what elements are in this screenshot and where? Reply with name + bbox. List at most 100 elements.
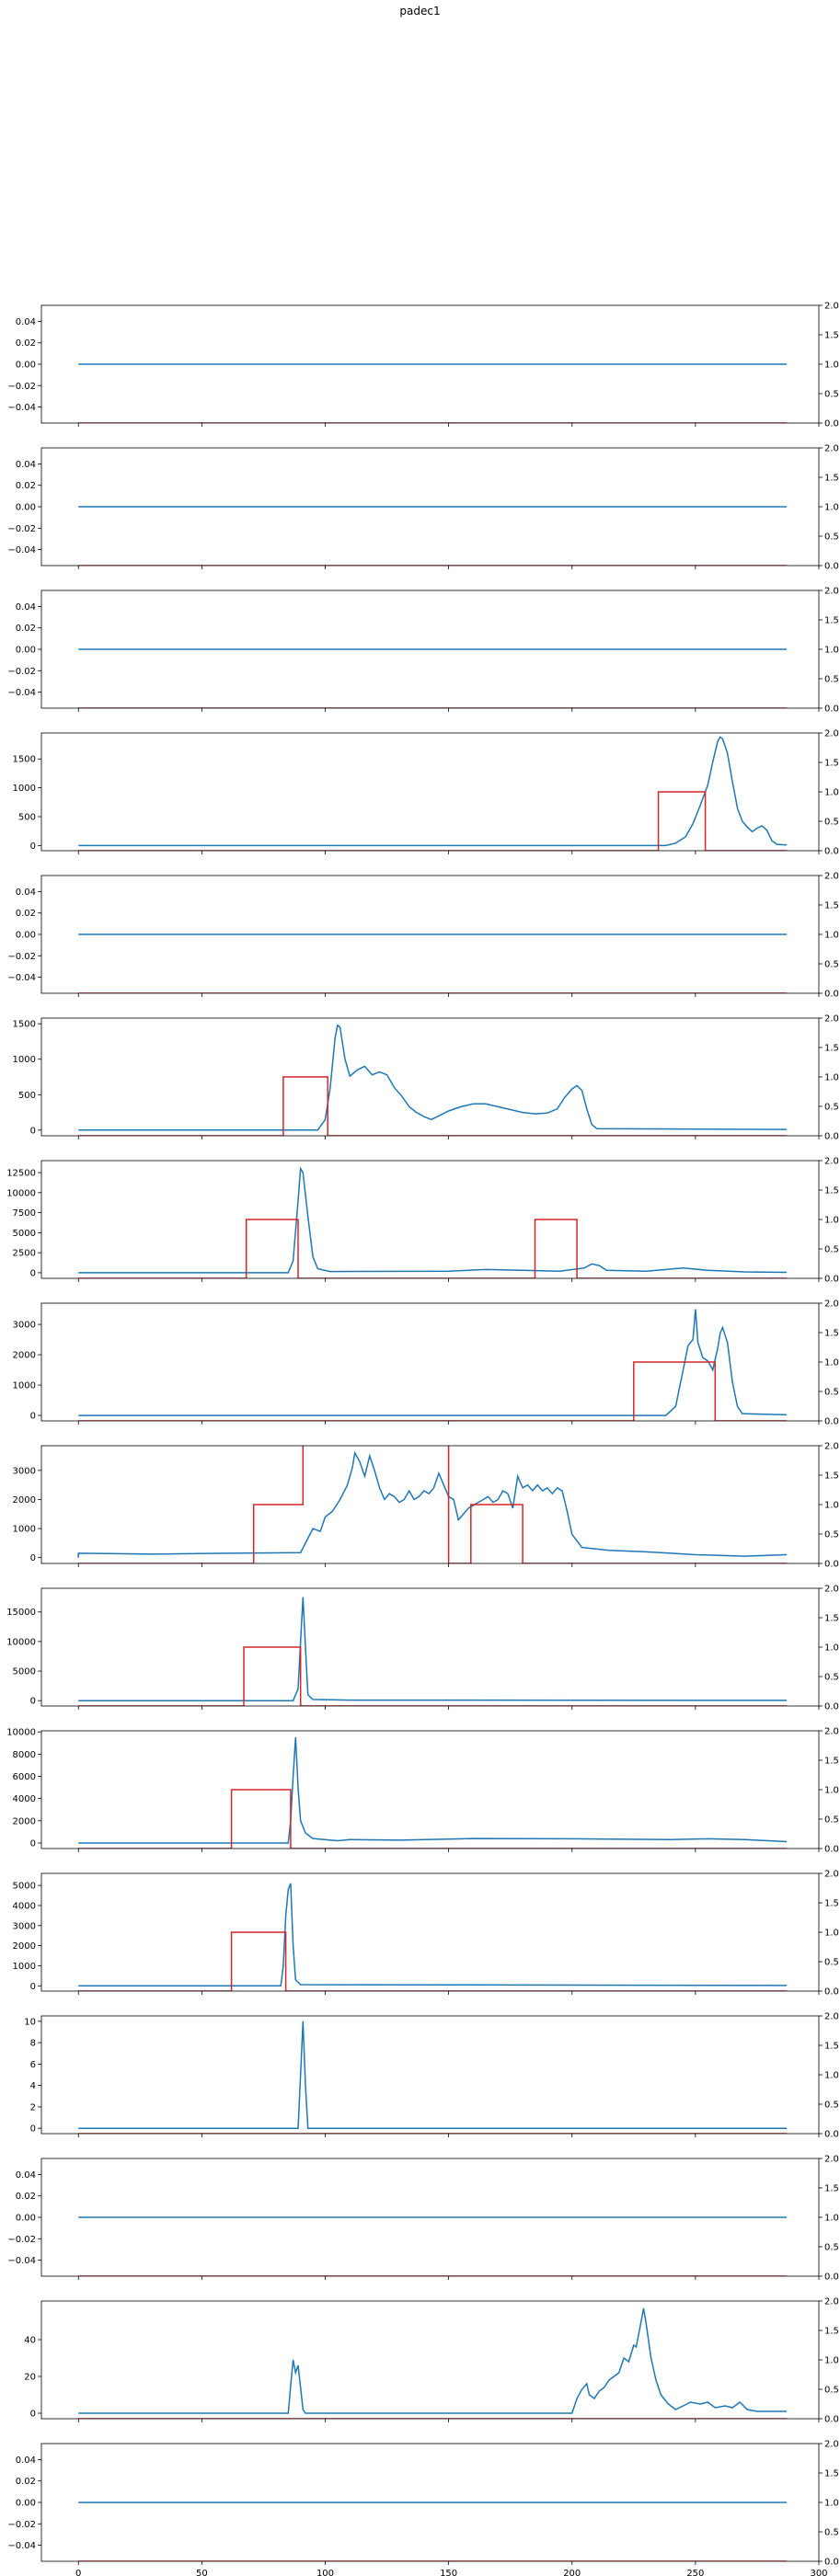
y-tick-label: 1000 — [13, 1381, 36, 1391]
y-tick-label: −0.04 — [7, 973, 36, 983]
x-tick-label: 0 — [75, 2569, 81, 2576]
right-y-tick-label: 0.5 — [824, 532, 839, 543]
right-y-tick-label: 2.0 — [824, 1727, 839, 1737]
right-y-tick-label: 1.5 — [824, 331, 839, 341]
y-tick-label: 7500 — [13, 1208, 36, 1219]
right-y-tick-label: 2.0 — [824, 1870, 839, 1880]
y-tick-label: 0.04 — [16, 887, 36, 898]
y-tick-label: 0.02 — [16, 338, 36, 349]
right-y-tick-label: 1.5 — [824, 1899, 839, 1909]
right-y-tick-label: 0.0 — [824, 1987, 839, 1998]
subplot-14: −0.04 −0.02 0.00 0.02 0.04 0.0 0.5 1.0 1.5 2.0 — [7, 2155, 839, 2283]
y-tick-label: 0.02 — [16, 909, 36, 919]
y-tick-label: 0 — [30, 1982, 36, 1992]
right-y-tick-label: 2.0 — [824, 587, 839, 597]
y-tick-label: 4000 — [13, 1901, 36, 1911]
axes-frame — [40, 1017, 820, 1137]
right-y-tick-label: 0.5 — [824, 1815, 839, 1826]
right-y-tick-label: 0.5 — [824, 1673, 839, 1683]
right-y-tick-label: 0.0 — [824, 562, 839, 572]
right-y-tick-label: 1.5 — [824, 2042, 839, 2052]
y-tick-label: 0.00 — [16, 2499, 36, 2509]
right-y-tick-label: 2.0 — [824, 444, 839, 454]
right-y-tick-label: 2.0 — [824, 2155, 839, 2165]
y-tick-label: −0.04 — [7, 2256, 36, 2266]
y-tick-label: 0 — [30, 841, 36, 852]
x-tick-label: 50 — [196, 2569, 208, 2576]
right-y-tick-label: 0.0 — [824, 704, 839, 715]
y-tick-label: 2000 — [13, 1495, 36, 1506]
right-y-tick-label: 1.5 — [824, 759, 839, 769]
subplot-16: −0.04 −0.02 0.00 0.02 0.04 0.0 0.5 1.0 1.5 2.0 0 50… — [7, 2440, 839, 2576]
subplot-9: 0 1000 2000 3000 0.0 0.5 1.0 1.5 2.0 — [13, 1442, 839, 1570]
right-y-tick-label: 1.5 — [824, 1614, 839, 1624]
right-y-tick-label: 2.0 — [824, 872, 839, 882]
y-tick-label: −0.04 — [7, 545, 36, 555]
signal-line — [77, 1450, 788, 1558]
signal-line — [78, 2021, 788, 2129]
right-y-tick-label: 2.0 — [824, 1585, 839, 1595]
right-y-tick-label: 2.0 — [824, 1157, 839, 1167]
right-y-tick-label: 0.0 — [824, 1417, 839, 1427]
y-tick-label: 10000 — [6, 1728, 36, 1738]
right-y-tick-label: 2.0 — [824, 1442, 839, 1452]
right-y-tick-label: 2.0 — [824, 1014, 839, 1025]
y-tick-label: 10 — [24, 2017, 36, 2027]
y-tick-label: 10000 — [6, 1637, 36, 1647]
y-tick-label: 2 — [30, 2102, 36, 2112]
right-y-tick-label: 0.5 — [824, 1530, 839, 1540]
y-tick-label: −0.02 — [7, 952, 36, 962]
y-tick-label: 8 — [30, 2039, 36, 2049]
right-y-tick-label: 1.0 — [824, 1786, 839, 1796]
y-tick-label: 500 — [18, 1091, 36, 1101]
right-y-tick-label: 1.5 — [824, 1186, 839, 1196]
y-tick-label: 0 — [30, 1553, 36, 1563]
signal-line — [78, 736, 788, 847]
y-tick-label: 0 — [30, 1126, 36, 1136]
y-tick-label: 6 — [30, 2060, 36, 2070]
y-tick-label: 3000 — [13, 1921, 36, 1931]
signal-line — [78, 1166, 788, 1274]
y-tick-label: 500 — [18, 812, 36, 822]
y-tick-label: 1000 — [13, 784, 36, 794]
subplot-3: −0.04 −0.02 0.00 0.02 0.04 0.0 0.5 1.0 1.5 2.0 — [7, 587, 839, 715]
marker-line — [78, 1446, 788, 1563]
right-y-tick-label: 1.0 — [824, 1216, 839, 1226]
subplot-7: 0 2500 5000 7500 10000 12500 0.0 0.5 1.0 1.5 2.0 — [6, 1157, 839, 1285]
marker-line — [78, 1219, 788, 1278]
y-tick-label: 0.02 — [16, 624, 36, 634]
right-y-tick-label: 1.0 — [824, 2356, 839, 2366]
subplots: −0.04−0.020.000.020.040.00.51.01.52.0−0.… — [6, 302, 839, 2576]
y-tick-label: 2000 — [13, 1816, 36, 1826]
right-y-tick-label: 2.0 — [824, 2297, 839, 2307]
right-y-tick-label: 0.5 — [824, 2243, 839, 2253]
y-tick-label: 4000 — [13, 1794, 36, 1804]
right-y-tick-label: 0.5 — [824, 1103, 839, 1113]
subplot-12: 0 1000 2000 3000 4000 5000 0.0 0.5 1.0 1.5 2.0 — [13, 1870, 839, 1998]
subplot-8: 0 1000 2000 3000 0.0 0.5 1.0 1.5 2.0 — [13, 1299, 839, 1427]
right-y-tick-label: 2.0 — [824, 2440, 839, 2450]
right-y-tick-label: 1.5 — [824, 1329, 839, 1339]
right-y-tick-label: 1.0 — [824, 1929, 839, 1939]
y-tick-label: 0.02 — [16, 2477, 36, 2487]
right-y-tick-label: 0.0 — [824, 1560, 839, 1570]
right-y-tick-label: 1.5 — [824, 616, 839, 626]
right-y-tick-label: 0.0 — [824, 1845, 839, 1855]
y-tick-label: −0.04 — [7, 403, 36, 413]
y-tick-label: 0.04 — [16, 2456, 36, 2466]
right-y-tick-label: 0.0 — [824, 990, 839, 1000]
y-tick-label: −0.02 — [7, 524, 36, 534]
right-y-tick-label: 1.0 — [824, 2499, 839, 2509]
marker-line — [78, 1931, 788, 1991]
axes-frame — [40, 1730, 820, 1849]
y-tick-label: 6000 — [13, 1772, 36, 1782]
y-tick-label: 8000 — [13, 1750, 36, 1760]
signal-line — [78, 1309, 788, 1416]
right-y-tick-label: 0.0 — [824, 2558, 839, 2568]
subplot-1: −0.04 −0.02 0.00 0.02 0.04 0.0 0.5 1.0 1.5 2.0 — [7, 302, 839, 429]
right-y-tick-label: 1.5 — [824, 1757, 839, 1767]
right-y-tick-label: 1.0 — [824, 1358, 839, 1368]
right-y-tick-label: 2.0 — [824, 729, 839, 739]
x-tick-label: 100 — [316, 2569, 334, 2576]
y-tick-label: 1000 — [13, 1055, 36, 1065]
